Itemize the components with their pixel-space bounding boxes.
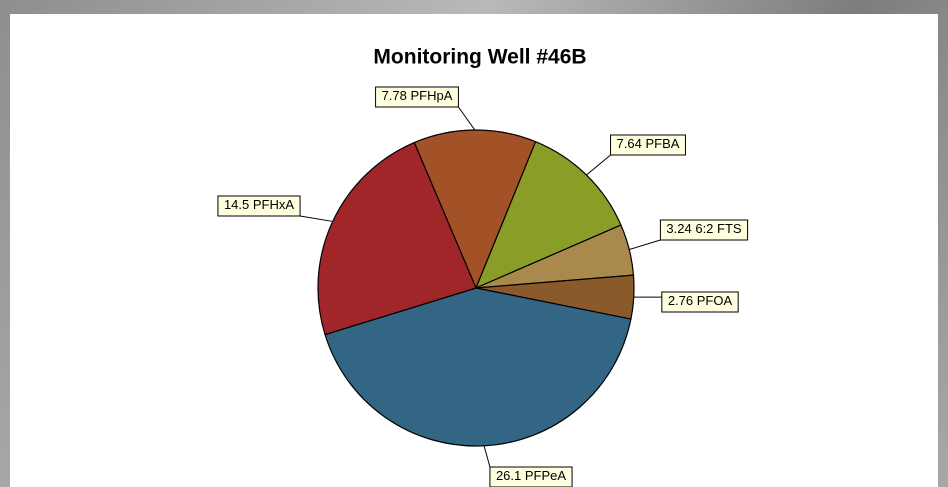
slice-label: 7.64 PFBA — [586, 134, 686, 176]
label-name: PFPeA — [525, 468, 567, 483]
label-value: 7.64 — [617, 136, 642, 151]
leader-line — [458, 106, 476, 131]
label-value: 2.76 — [668, 293, 693, 308]
slice-label: 3.24 6:2 FTS — [629, 219, 749, 251]
slice-label: 7.78 PFHpA — [375, 86, 476, 131]
pie-slice — [324, 287, 632, 447]
label-name: PFHxA — [253, 197, 295, 212]
label-text: 26.1 PFPeA — [496, 468, 566, 483]
label-box — [375, 86, 459, 108]
leader-line — [586, 154, 611, 176]
label-text: 2.76 PFOA — [668, 293, 733, 308]
label-name: 6:2 FTS — [695, 221, 742, 236]
slice-label: 2.76 PFOA — [633, 291, 739, 313]
leader-line — [299, 215, 333, 222]
label-value: 3.24 — [666, 221, 691, 236]
leader-line — [483, 445, 491, 468]
leader-line — [629, 239, 661, 251]
label-box — [489, 466, 573, 487]
label-box — [217, 195, 301, 217]
label-text: 3.24 6:2 FTS — [666, 221, 742, 236]
label-text: 7.64 PFBA — [617, 136, 680, 151]
label-name: PFBA — [645, 136, 679, 151]
slice-label: 26.1 PFPeA — [483, 445, 573, 487]
label-value: 14.5 — [224, 197, 249, 212]
label-box — [661, 291, 739, 313]
label-box — [659, 219, 749, 241]
slice-label: 14.5 PFHxA — [217, 195, 333, 222]
label-name: PFHpA — [411, 88, 453, 103]
label-name: PFOA — [697, 293, 733, 308]
label-box — [610, 134, 686, 156]
pie-slice — [317, 141, 477, 336]
label-text: 14.5 PFHxA — [224, 197, 294, 212]
label-value: 26.1 — [496, 468, 521, 483]
label-value: 7.78 — [382, 88, 407, 103]
chart-title: Monitoring Well #46B — [373, 46, 586, 69]
label-text: 7.78 PFHpA — [382, 88, 453, 103]
